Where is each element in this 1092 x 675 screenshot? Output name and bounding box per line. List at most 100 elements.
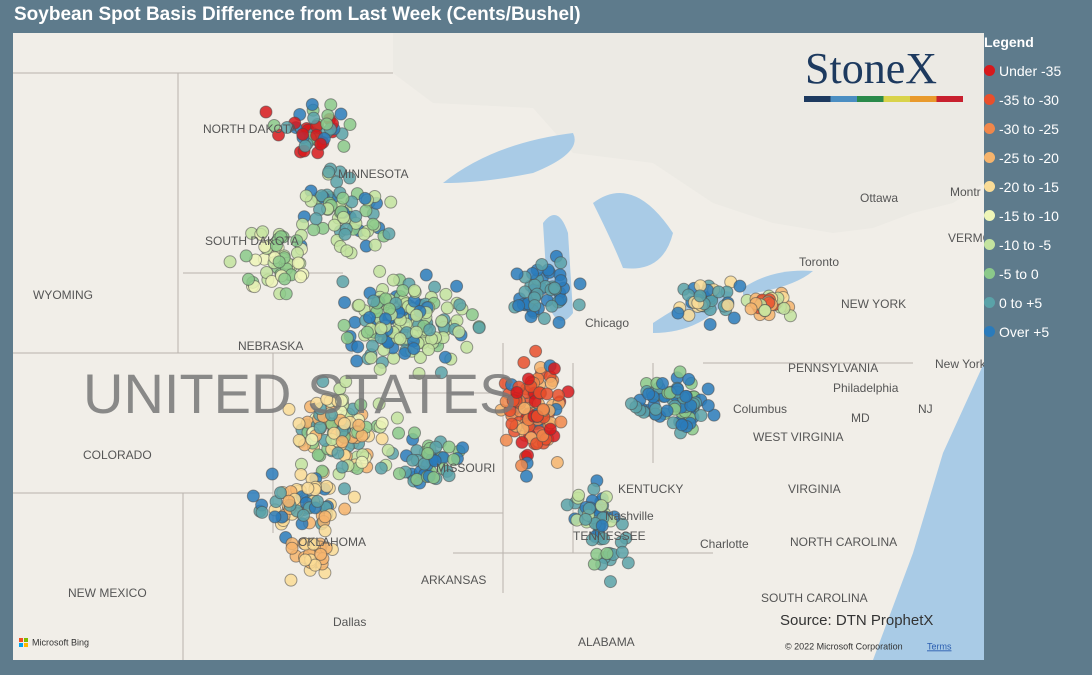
map-dot [393, 332, 407, 346]
map-dot [396, 283, 410, 297]
map-dot [318, 510, 332, 524]
map-dot [517, 356, 531, 370]
map-dot [412, 366, 426, 380]
logo-bar [857, 96, 884, 102]
map-dot [310, 494, 324, 508]
legend-item[interactable]: -30 to -25 [984, 114, 1090, 143]
map-dot [587, 482, 601, 496]
labels: NORTH DAKOTA MINNESOTA SOUTH DAKOTA WYOMING… [33, 122, 984, 649]
map-dot [615, 545, 629, 559]
map-dot [512, 299, 526, 313]
map-dot [721, 298, 735, 312]
map-dot [510, 386, 524, 400]
place-label: PENNSYLVANIA [788, 361, 878, 375]
map-dot [358, 191, 372, 205]
map-dot [355, 455, 369, 469]
map-dot [282, 402, 296, 416]
place-label: WEST VIRGINIA [753, 430, 843, 444]
place-label: COLORADO [83, 448, 152, 462]
place-label: New York [935, 357, 984, 371]
map-dot [450, 279, 464, 293]
terms-link[interactable]: Terms [927, 641, 952, 651]
map-dot [521, 372, 535, 386]
map-dot [408, 284, 422, 298]
map-dot [540, 387, 554, 401]
map-dot [419, 268, 433, 282]
map-dot [465, 308, 479, 322]
legend-item[interactable]: Over +5 [984, 317, 1090, 346]
map-dot [438, 350, 452, 364]
place-label: OKLAHOMA [298, 535, 366, 549]
map-dot [515, 435, 529, 449]
place-label: Nashville [605, 509, 654, 523]
legend-item[interactable]: -10 to -5 [984, 230, 1090, 259]
map-dot [268, 510, 282, 524]
legend-swatch [984, 268, 995, 279]
lake-ontario [743, 270, 813, 295]
map-dot [386, 273, 400, 287]
country-label: UNITED STATES [83, 362, 517, 425]
map-dot [421, 343, 435, 357]
legend: Legend Under -35 -35 to -30 -30 to -25 -25 … [984, 34, 1090, 346]
map-dot [517, 401, 531, 415]
legend-label: -10 to -5 [999, 236, 1052, 253]
map-dot [460, 340, 474, 354]
map-dot [456, 441, 470, 455]
legend-item[interactable]: 0 to +5 [984, 288, 1090, 317]
map-dot [298, 139, 312, 153]
map-dot [442, 440, 456, 454]
map-dot [582, 502, 596, 516]
map-dot [298, 553, 312, 567]
map-dot [337, 318, 351, 332]
legend-item[interactable]: Under -35 [984, 56, 1090, 85]
map-dot [363, 311, 377, 325]
map-dot [649, 402, 663, 416]
place-label: TENNESSEE [573, 529, 646, 543]
map-dot [673, 365, 687, 379]
map-dot [308, 558, 322, 572]
map-dot [603, 575, 617, 589]
legend-swatch [984, 297, 995, 308]
map-dot [382, 227, 396, 241]
map-dot [505, 417, 519, 431]
place-label: Columbus [733, 402, 787, 416]
map-dot [407, 342, 421, 356]
map-dot [560, 498, 574, 512]
map-dot [272, 255, 286, 269]
legend-item[interactable]: -20 to -15 [984, 172, 1090, 201]
map-dot [338, 295, 352, 309]
map-dot [360, 325, 374, 339]
logo-bar [910, 96, 937, 102]
map-dot [297, 508, 311, 522]
map-dot [472, 321, 486, 335]
legend-swatch [984, 210, 995, 221]
legend-item[interactable]: -15 to -10 [984, 201, 1090, 230]
map-dot [528, 299, 542, 313]
map-dot [367, 294, 381, 308]
bing-icon [19, 638, 23, 642]
map-dot [355, 429, 369, 443]
map-dot [375, 416, 389, 430]
map-dot [278, 272, 292, 286]
map-dot [246, 489, 260, 503]
map-dot [537, 311, 551, 325]
legend-label: -30 to -25 [999, 120, 1059, 137]
legend-item[interactable]: -35 to -30 [984, 85, 1090, 114]
map-dot [447, 453, 461, 467]
place-label: Dallas [333, 615, 366, 629]
logo-bar [804, 96, 831, 102]
source: Source: DTN ProphetX [780, 612, 933, 629]
map-dot [334, 107, 348, 121]
legend-item[interactable]: -5 to 0 [984, 259, 1090, 288]
map-dot [338, 502, 352, 516]
map-dot [273, 486, 287, 500]
place-label: NORTH DAKOTA [203, 122, 297, 136]
map-dot [320, 392, 334, 406]
legend-item[interactable]: -25 to -20 [984, 143, 1090, 172]
map-dot [390, 411, 404, 425]
map-dot [349, 209, 363, 223]
map-dot [585, 533, 599, 547]
map-dot [440, 301, 454, 315]
map-dot [573, 277, 587, 291]
map-dot [299, 189, 313, 203]
